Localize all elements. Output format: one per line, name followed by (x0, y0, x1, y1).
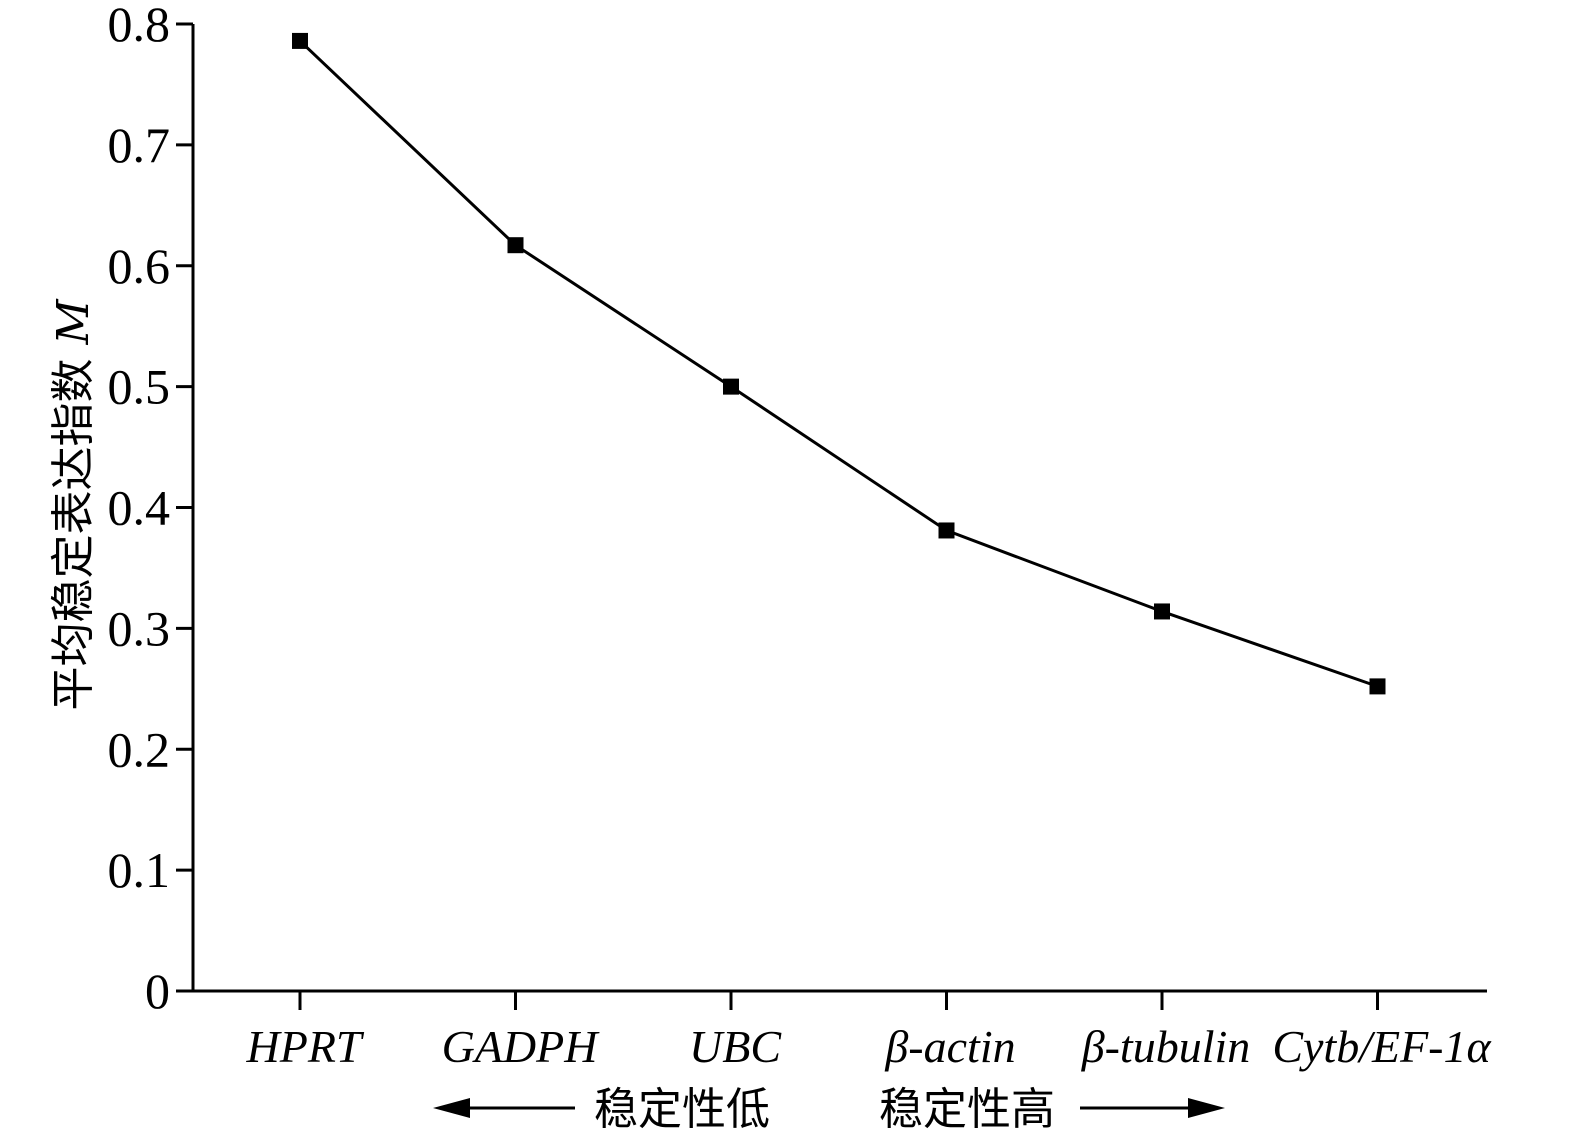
x-tick-label: HPRT (246, 1021, 365, 1072)
y-tick-label: 0.6 (108, 238, 171, 294)
data-point (1154, 603, 1170, 620)
series-polyline (298, 39, 1378, 688)
y-ticks: 0 0.1 0.2 0.3 0.4 0.5 0.6 0.7 0.8 (108, 0, 193, 1019)
y-tick-label: 0.8 (108, 0, 171, 52)
left-arrow-head (433, 1098, 470, 1118)
x-tick-label: β-actin (884, 1021, 1015, 1072)
y-tick-label: 0.1 (108, 842, 171, 898)
x-tick-label: Cytb/EF-1α (1272, 1021, 1491, 1072)
y-tick-label: 0.2 (108, 721, 171, 777)
y-tick-label: 0 (145, 963, 170, 1019)
right-arrow-text: 稳定性高 (879, 1084, 1055, 1135)
data-point (723, 378, 739, 395)
y-tick-label: 0.4 (108, 480, 171, 536)
y-tick-label: 0.5 (108, 359, 171, 415)
x-tick-label: GADPH (442, 1021, 601, 1072)
x-tick-label: β-tubulin (1081, 1021, 1251, 1072)
y-axis-label: 平均稳定表达指数 M (48, 299, 99, 711)
x-tick-label: UBC (689, 1021, 782, 1072)
data-point (507, 237, 524, 254)
data-point (938, 522, 955, 539)
stability-annotation: 稳定性低 稳定性高 (433, 1084, 1225, 1135)
y-axis-label-text: 平均稳定表达指数 (48, 359, 99, 711)
data-point (292, 32, 308, 49)
series-markers (292, 32, 1386, 695)
series-line (298, 39, 1378, 688)
y-tick-label: 0.7 (108, 117, 171, 173)
x-ticks: HPRT GADPH UBC β-actin β-tubulin Cytb/EF-1α (246, 991, 1492, 1072)
y-tick-label: 0.3 (108, 600, 171, 656)
data-point (1369, 678, 1386, 695)
right-arrow-head (1188, 1098, 1225, 1118)
y-axis-label-symbol: M (48, 299, 99, 346)
left-arrow-text: 稳定性低 (594, 1084, 770, 1135)
